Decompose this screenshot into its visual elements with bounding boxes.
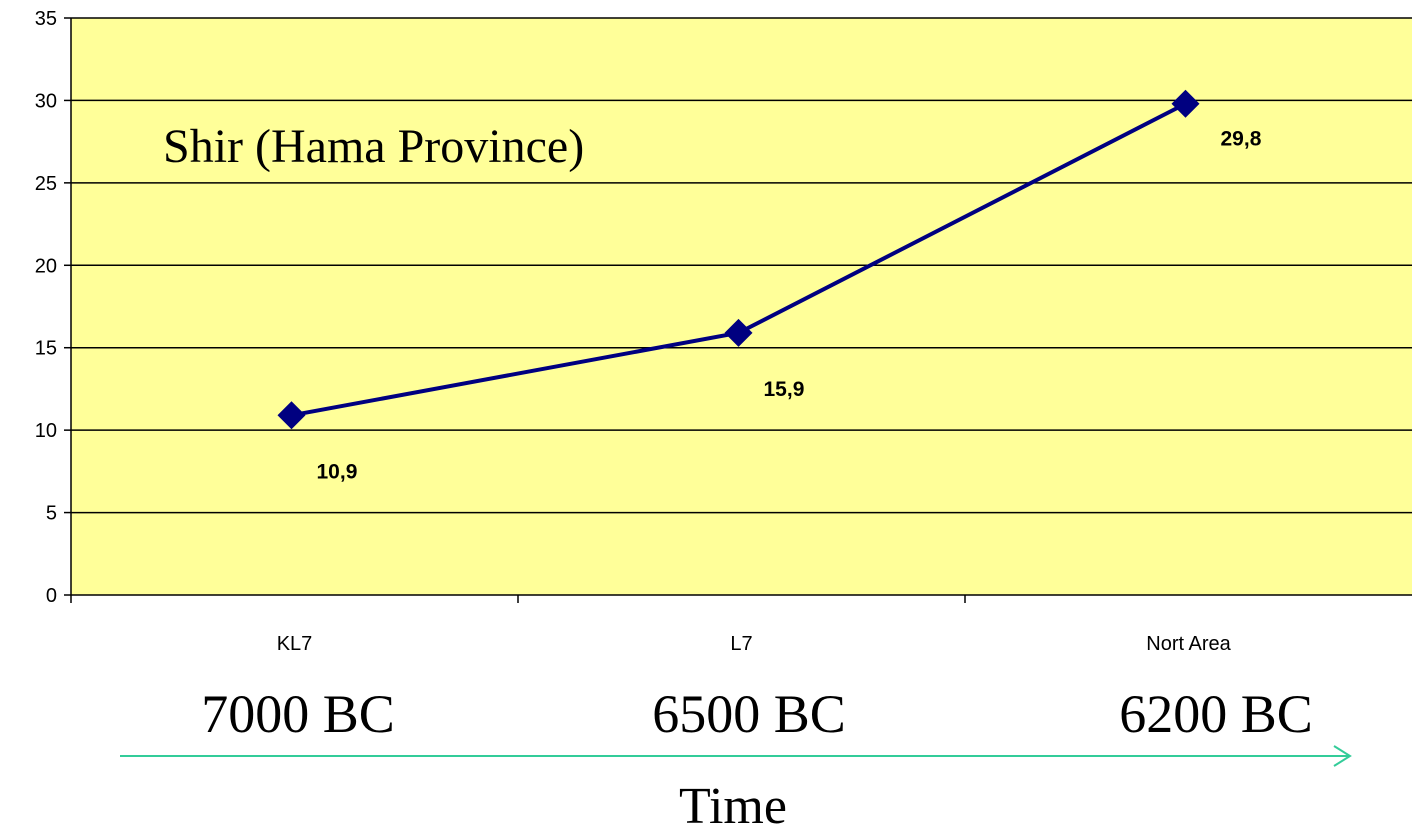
period-label-2: 6500 BC [652, 684, 846, 744]
series [277, 89, 1200, 430]
x-category-labels: KL7 L7 Nort Area [277, 633, 1232, 655]
data-label: 29,8 [1221, 128, 1262, 151]
chart-title: Shir (Hama Province) [163, 120, 584, 173]
data-label: 15,9 [764, 378, 805, 401]
y-tick-label: 10 [35, 420, 57, 442]
x-category-label: KL7 [277, 633, 313, 655]
y-tick-label: 20 [35, 255, 57, 277]
y-tick-label: 35 [35, 8, 57, 30]
data-point [1171, 89, 1200, 118]
data-point [277, 401, 306, 430]
x-category-label: L7 [730, 633, 752, 655]
y-tick-label: 15 [35, 338, 57, 360]
y-tick-label: 5 [46, 503, 57, 525]
data-label: 10,9 [317, 460, 358, 483]
axes [64, 17, 1412, 603]
data-point [724, 318, 753, 347]
data-labels: 10,9 15,9 29,8 [317, 128, 1262, 484]
time-arrow [120, 745, 1352, 767]
time-arrow-head [1333, 745, 1352, 767]
y-tick-labels: 0 5 10 15 20 25 30 35 [35, 8, 57, 607]
y-tick-label: 25 [35, 173, 57, 195]
gridlines [71, 17, 1412, 514]
y-tick-label: 30 [35, 90, 57, 112]
time-axis-label: Time [679, 778, 787, 834]
plot-area [71, 18, 1412, 595]
period-label-3: 6200 BC [1119, 684, 1313, 744]
x-category-label: Nort Area [1146, 633, 1231, 655]
period-label-1: 7000 BC [201, 684, 395, 744]
y-tick-label: 0 [46, 585, 57, 607]
